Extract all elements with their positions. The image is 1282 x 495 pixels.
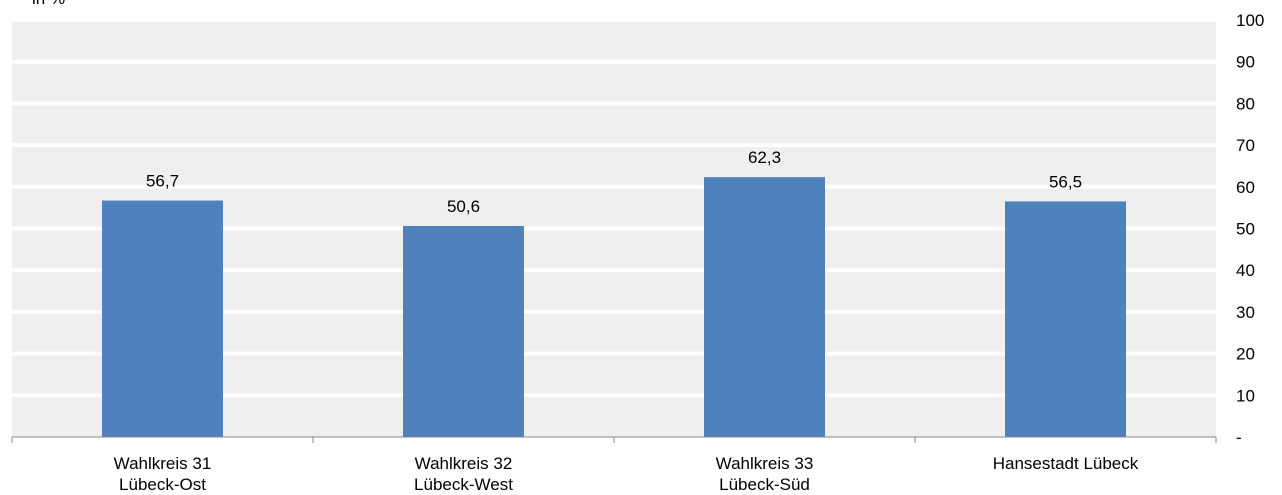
y-tick-label: 10 xyxy=(1236,386,1255,405)
y-tick-label: 60 xyxy=(1236,178,1255,197)
x-category-line: Wahlkreis 32 xyxy=(415,454,513,473)
x-category-line: Wahlkreis 31 xyxy=(114,454,212,473)
y-axis: - 10 20 30 40 50 60 70 80 90 100 xyxy=(1236,11,1264,447)
y-tick-label: - xyxy=(1236,428,1242,447)
data-labels: 56,7 50,6 62,3 56,5 xyxy=(146,148,1082,216)
x-category-line: Lübeck-Ost xyxy=(119,475,206,494)
data-label: 56,7 xyxy=(146,172,179,191)
bar xyxy=(102,200,223,437)
data-label: 50,6 xyxy=(447,197,480,216)
x-category-line: Hansestadt Lübeck xyxy=(993,454,1139,473)
y-tick-label: 90 xyxy=(1236,53,1255,72)
x-category-line: Lübeck-Süd xyxy=(719,475,810,494)
bar xyxy=(1005,201,1126,437)
y-tick-label: 100 xyxy=(1236,11,1264,30)
y-tick-label: 20 xyxy=(1236,345,1255,364)
bar xyxy=(704,177,825,438)
x-axis-ticks xyxy=(11,437,1217,443)
x-axis-labels: Wahlkreis 31 Lübeck-Ost Wahlkreis 32 Lübeck… xyxy=(114,454,1139,494)
x-category-line: Lübeck-West xyxy=(414,475,513,494)
data-label: 56,5 xyxy=(1049,172,1082,191)
x-category-label: Hansestadt Lübeck xyxy=(993,454,1139,473)
y-tick-label: 30 xyxy=(1236,303,1255,322)
y-tick-label: 70 xyxy=(1236,136,1255,155)
x-category-label: Wahlkreis 32 Lübeck-West xyxy=(414,454,513,494)
bars xyxy=(102,177,1126,438)
x-category-label: Wahlkreis 33 Lübeck-Süd xyxy=(716,454,814,494)
y-tick-label: 80 xyxy=(1236,94,1255,113)
y-tick-label: 50 xyxy=(1236,220,1255,239)
y-unit-label: in % xyxy=(32,0,65,8)
y-tick-label: 40 xyxy=(1236,261,1255,280)
bar xyxy=(403,225,524,437)
x-category-label: Wahlkreis 31 Lübeck-Ost xyxy=(114,454,212,494)
x-category-line: Wahlkreis 33 xyxy=(716,454,814,473)
data-label: 62,3 xyxy=(748,148,781,167)
